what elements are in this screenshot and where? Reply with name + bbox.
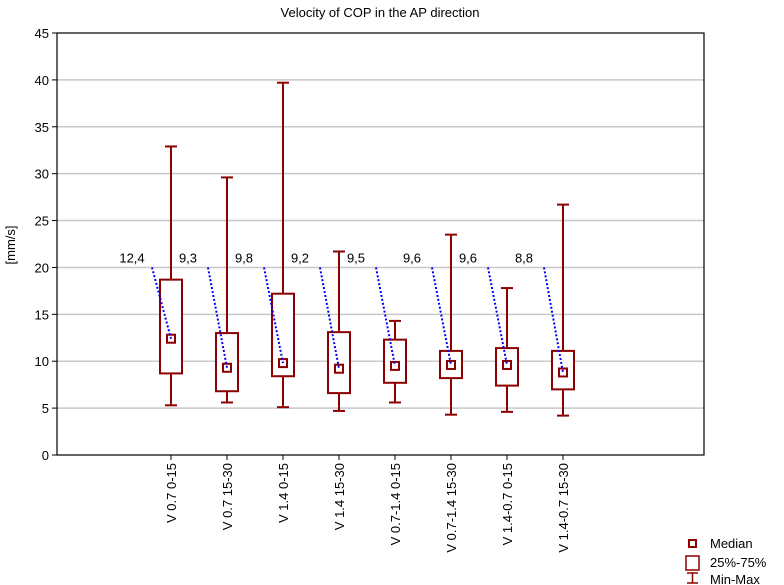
median-marker [502, 359, 512, 370]
x-tick-label: V 1.4-0.7 0-15 [500, 463, 515, 545]
x-tick-label: V 1.4 0-15 [276, 463, 291, 523]
legend-minmax: Min-Max [710, 572, 760, 585]
x-tick-label: V 0.7 0-15 [164, 463, 179, 523]
y-tick-label: 20 [35, 260, 49, 275]
x-tick-label: V 0.7-1.4 15-30 [444, 463, 459, 553]
median-label-leader [263, 267, 284, 364]
y-axis-label: [mm/s] [3, 226, 18, 265]
median-label-leader [319, 267, 340, 369]
iqr-box [327, 331, 351, 395]
y-tick-label: 5 [42, 401, 49, 416]
legend-iqr: 25%-75% [710, 555, 767, 570]
median-marker [558, 367, 568, 378]
y-tick-label: 10 [35, 354, 49, 369]
median-marker [334, 363, 344, 374]
y-axis-ticks: 0 5 10 15 20 25 30 35 40 45 [35, 26, 57, 463]
median-label-leader [543, 267, 564, 373]
gridlines [57, 79, 704, 409]
median-data-label: 9,6 [459, 250, 477, 265]
median-data-label: 12,4 [119, 250, 144, 265]
median-data-label: 9,3 [179, 250, 197, 265]
legend-median: Median [710, 536, 753, 551]
median-label-leader [431, 267, 452, 366]
y-tick-label: 0 [42, 448, 49, 463]
y-tick-label: 35 [35, 120, 49, 135]
median-data-label: 9,2 [291, 250, 309, 265]
median-marker [222, 362, 232, 373]
legend-whisker-icon [687, 572, 698, 584]
y-tick-label: 15 [35, 307, 49, 322]
x-tick-label: V 0.7-1.4 0-15 [388, 463, 403, 545]
iqr-box [159, 278, 183, 375]
median-label-leader [151, 267, 172, 339]
median-label-leader [207, 267, 228, 368]
median-data-label: 9,6 [403, 250, 421, 265]
median-data-label: 9,8 [235, 250, 253, 265]
median-label-leader [375, 267, 396, 367]
plot-frame [56, 32, 705, 456]
median-marker [446, 359, 456, 370]
y-tick-label: 25 [35, 214, 49, 229]
median-label-leader [487, 267, 508, 366]
y-tick-label: 40 [35, 73, 49, 88]
x-tick-label: V 1.4-0.7 15-30 [556, 463, 571, 553]
median-data-label: 9,5 [347, 250, 365, 265]
y-tick-label: 30 [35, 167, 49, 182]
chart-title: Velocity of COP in the AP direction [281, 5, 480, 20]
legend-box-icon [685, 555, 700, 571]
boxes: 12,4 9,3 9,8 9,2 9,5 9,6 9,6 8,8 [119, 81, 575, 417]
x-axis-labels: V 0.7 0-15 V 0.7 15-30 V 1.4 0-15 V 1.4 15-… [164, 455, 571, 553]
iqr-box [271, 292, 295, 378]
legend: Median 25%-75% Min-Max [685, 536, 767, 585]
y-tick-label: 45 [35, 26, 49, 41]
median-data-label: 8,8 [515, 250, 533, 265]
legend-median-icon [688, 539, 697, 548]
x-tick-label: V 1.4 15-30 [332, 463, 347, 530]
iqr-box [215, 332, 239, 393]
x-tick-label: V 0.7 15-30 [220, 463, 235, 530]
